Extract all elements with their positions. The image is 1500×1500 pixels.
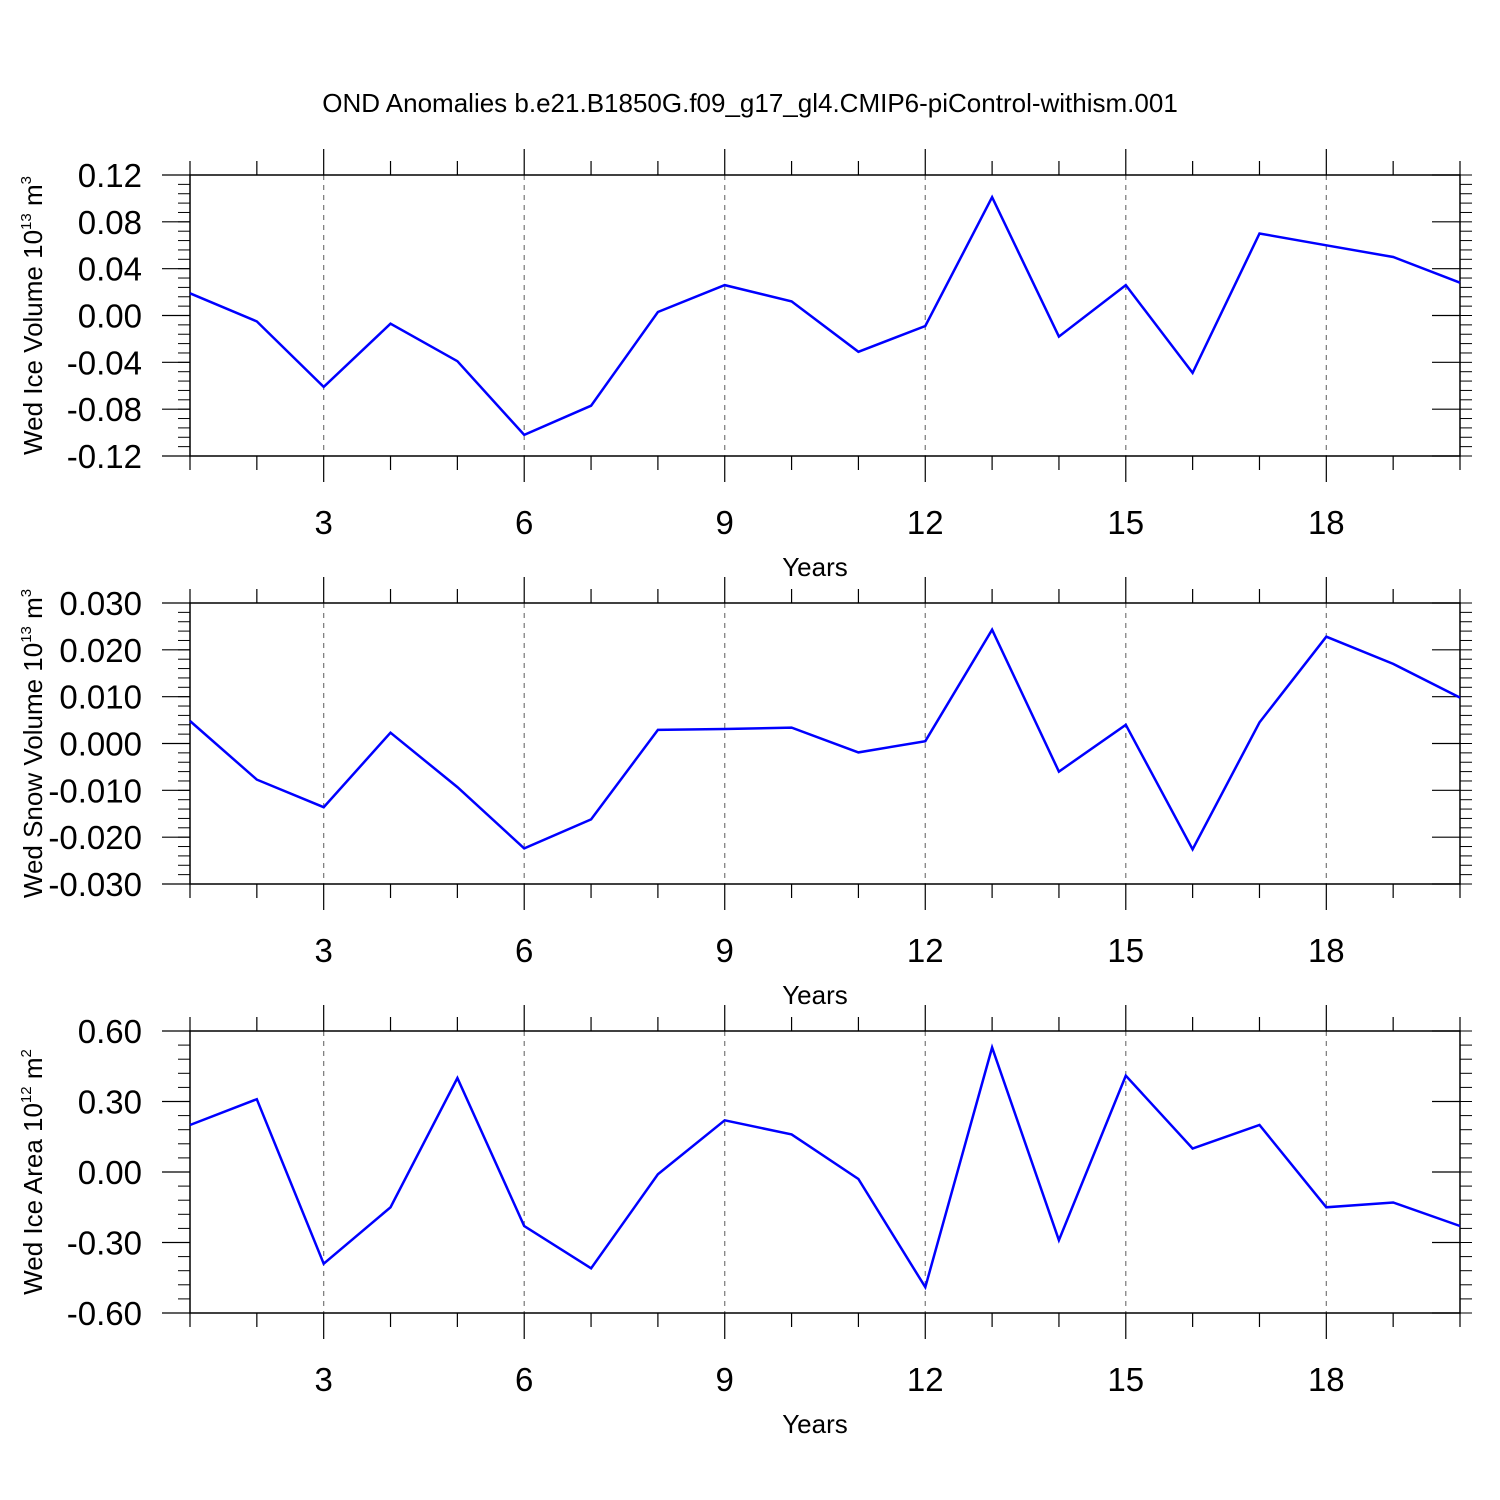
snow-volume-ytick-label: -0.020 xyxy=(48,819,142,856)
ice-area-xtick-label: 18 xyxy=(1308,1361,1345,1398)
panel-ice-area: 0.60 0.30 0.00 -0.30 -0.60 3 6 9 12 15 18 Years Wed … xyxy=(18,1005,1472,1439)
snow-volume-series-line xyxy=(189,627,1461,852)
snow-volume-y-axis-title: Wed Snow Volume 1013 m3 xyxy=(18,589,48,898)
ice-volume-series-line xyxy=(189,194,1461,437)
ice-area-y-axis-title: Wed Ice Area 1012 m2 xyxy=(18,1049,48,1295)
ice-area-xtick-label: 6 xyxy=(515,1361,533,1398)
snow-volume-xtick-label: 15 xyxy=(1107,932,1144,969)
snow-volume-xtick-label: 18 xyxy=(1308,932,1345,969)
snow-volume-xtick-label: 9 xyxy=(716,932,734,969)
snow-volume-ytick-label: 0.030 xyxy=(59,585,142,622)
snow-volume-xtick-label: 3 xyxy=(315,932,333,969)
ice-volume-xtick-label: 6 xyxy=(515,504,533,541)
ice-area-plot-frame xyxy=(189,1030,1461,1314)
snow-volume-ytick-label: -0.030 xyxy=(48,866,142,903)
ice-volume-y-axis-title: Wed Ice Volume 1013 m3 xyxy=(18,176,48,455)
ice-area-xtick-label: 12 xyxy=(907,1361,944,1398)
ice-volume-xtick-label: 18 xyxy=(1308,504,1345,541)
ice-volume-ytick-label: -0.12 xyxy=(67,438,142,475)
ice-volume-ytick-label: 0.12 xyxy=(78,157,142,194)
snow-volume-xtick-label: 12 xyxy=(907,932,944,969)
snow-volume-ytick-label: 0.020 xyxy=(59,632,142,669)
ice-volume-xtick-label: 9 xyxy=(716,504,734,541)
snow-volume-ytick-label: 0.010 xyxy=(59,679,142,716)
ice-area-ytick-label: 0.60 xyxy=(78,1013,142,1050)
ice-volume-ytick-label: 0.04 xyxy=(78,251,142,288)
ice-volume-ytick-label: 0.00 xyxy=(78,298,142,335)
ice-area-xtick-label: 15 xyxy=(1107,1361,1144,1398)
ice-volume-x-axis-title: Years xyxy=(782,552,848,582)
ice-volume-xtick-label: 15 xyxy=(1107,504,1144,541)
ice-area-ytick-label: -0.60 xyxy=(67,1295,142,1332)
ice-volume-ytick-label: -0.04 xyxy=(67,344,142,381)
ice-area-xtick-label: 3 xyxy=(315,1361,333,1398)
snow-volume-x-axis-title: Years xyxy=(782,980,848,1010)
ice-area-ytick-label: 0.00 xyxy=(78,1154,142,1191)
ice-area-x-axis-title: Years xyxy=(782,1409,848,1439)
snow-volume-ytick-label: -0.010 xyxy=(48,772,142,809)
ice-volume-ytick-label: -0.08 xyxy=(67,391,142,428)
ice-area-series-line xyxy=(189,1043,1461,1291)
ice-area-ytick-label: -0.30 xyxy=(67,1225,142,1262)
ice-volume-plot-frame xyxy=(189,174,1461,457)
ice-area-xtick-label: 9 xyxy=(716,1361,734,1398)
snow-volume-xtick-label: 6 xyxy=(515,932,533,969)
chart-title: OND Anomalies b.e21.B1850G.f09_g17_gl4.C… xyxy=(322,88,1178,118)
ice-area-ytick-label: 0.30 xyxy=(78,1084,142,1121)
snow-volume-ytick-label: 0.000 xyxy=(59,726,142,763)
panel-ice-volume: 0.12 0.08 0.04 0.00 -0.04 -0.08 -0.12 3 6 9 12 15 18… xyxy=(18,149,1472,582)
panel-snow-volume: 0.030 0.020 0.010 0.000 -0.010 -0.020 -0.030 3 6… xyxy=(18,577,1472,1010)
ice-volume-xtick-label: 12 xyxy=(907,504,944,541)
ice-volume-xtick-label: 3 xyxy=(315,504,333,541)
ice-volume-ytick-label: 0.08 xyxy=(78,204,142,241)
